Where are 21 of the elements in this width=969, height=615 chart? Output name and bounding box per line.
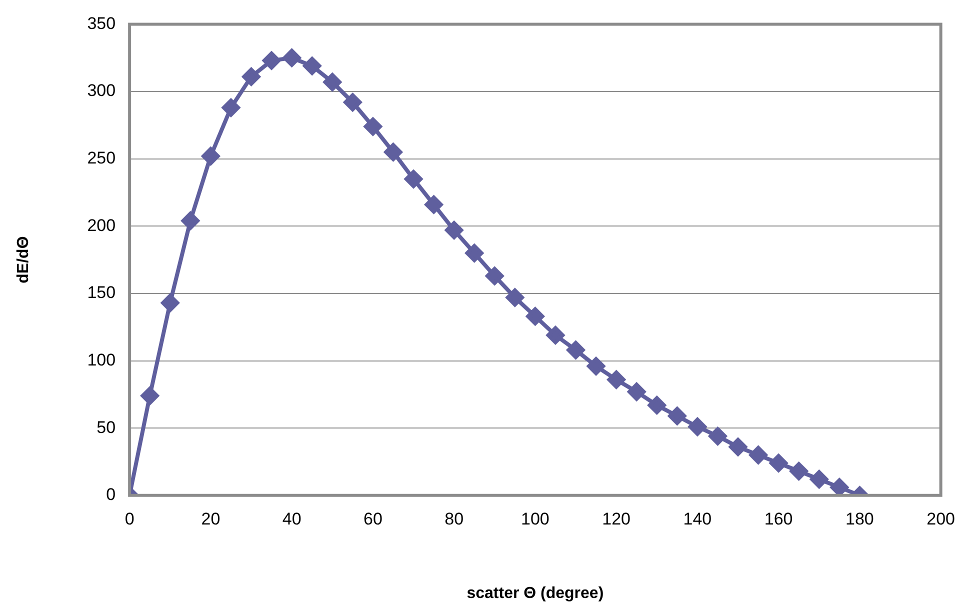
y-tick-label: 50	[96, 418, 116, 437]
y-tick-label: 300	[87, 81, 116, 100]
y-tick-label: 200	[87, 216, 116, 235]
x-tick-label: 180	[846, 509, 874, 528]
y-tick-label: 0	[106, 485, 116, 504]
x-tick-label: 200	[926, 509, 956, 528]
x-tick-label: 20	[201, 509, 220, 528]
x-axis-title: scatter Θ (degree)	[466, 584, 604, 602]
y-axis-title: dE/dΘ	[15, 236, 32, 284]
y-tick-label: 350	[87, 14, 116, 33]
y-tick-label: 250	[87, 148, 116, 168]
x-tick-label: 120	[602, 509, 631, 528]
x-tick-label: 0	[124, 509, 134, 528]
y-tick-label: 100	[87, 350, 116, 370]
x-tick-label: 160	[764, 509, 793, 528]
x-tick-label: 100	[521, 509, 550, 528]
x-tick-label: 140	[683, 509, 712, 528]
x-tick-label: 40	[282, 509, 302, 528]
y-tick-label: 150	[87, 283, 116, 302]
x-tick-label: 80	[444, 509, 464, 528]
x-tick-label: 60	[363, 509, 382, 528]
